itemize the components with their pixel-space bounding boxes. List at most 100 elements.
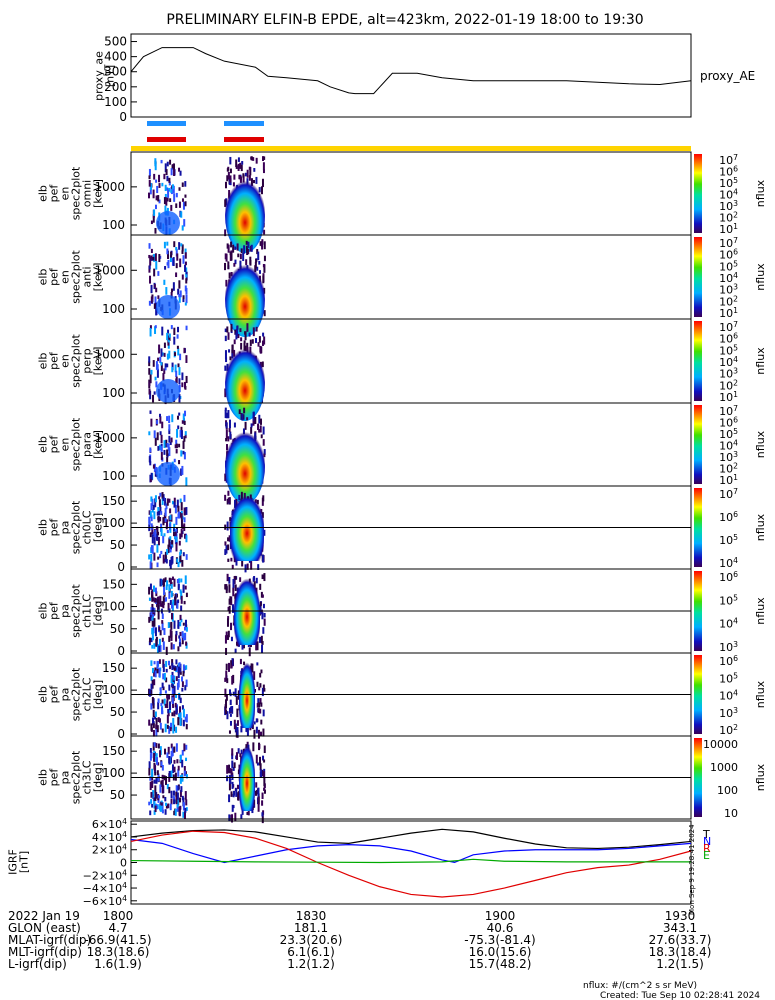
spec-pixel	[225, 670, 228, 680]
spec-pixel	[252, 157, 255, 161]
spec-pixel	[171, 662, 174, 670]
spec-pixel	[169, 562, 172, 570]
ylabel-line: elb	[37, 769, 50, 786]
spec-pixel	[153, 284, 156, 288]
ylabel-line: spec2plot	[70, 667, 83, 721]
spec-pixel	[182, 584, 185, 593]
spec-pixel	[183, 451, 186, 460]
spec-pixel	[164, 184, 167, 192]
spec-pixel	[152, 597, 155, 602]
colorbar-tick-label: 103	[719, 640, 738, 655]
spec-pixel	[153, 661, 156, 665]
colorbar	[694, 154, 702, 233]
spec-pixel	[156, 562, 159, 568]
spec-pixel	[185, 554, 188, 560]
spec-pixel	[178, 384, 181, 393]
spec-pixel	[155, 261, 158, 270]
panel-frame	[130, 151, 692, 236]
xaxis-row-value: 27.6(33.7)	[649, 933, 712, 947]
spec-pixel	[169, 629, 172, 638]
ylabel-line: pa	[59, 688, 72, 702]
xaxis-row-value: -66.9(41.5)	[84, 933, 151, 947]
spec-pixel	[244, 421, 247, 430]
spec-pixel	[230, 768, 233, 777]
spec-pixel	[157, 507, 160, 512]
xaxis-row-label: GLON (east)	[8, 921, 81, 935]
spec-pixel	[184, 252, 187, 259]
spec-pixel	[170, 635, 173, 641]
spec-pixel	[164, 366, 167, 371]
spec-pixel	[168, 333, 171, 338]
spec-pixel	[153, 391, 156, 395]
spec-pixel	[227, 606, 230, 611]
spec-pixel	[155, 381, 158, 388]
spec-pixel	[166, 700, 169, 709]
spec-pixel	[160, 362, 163, 372]
spec-pixel	[263, 771, 266, 778]
panel-tick-label: 0	[117, 727, 125, 741]
spec-pixel	[233, 719, 236, 725]
colorbar-label: nflux	[754, 763, 767, 791]
spec-pixel	[180, 519, 183, 528]
ylabel-line: elb	[37, 353, 50, 370]
spec-pixel	[149, 781, 152, 791]
spec-pixel	[168, 177, 171, 183]
footer-units: nflux: #/(cm^2 s sr MeV)	[583, 981, 697, 991]
spec-pixel	[169, 727, 172, 732]
spec-pixel	[255, 726, 258, 734]
spec-pixel	[158, 496, 161, 500]
spec-pixel	[148, 300, 151, 306]
spec-pixel	[169, 514, 172, 520]
spec-pixel	[167, 708, 170, 714]
spec-pixel	[230, 622, 233, 631]
spec-pixel	[166, 456, 169, 464]
spec-pixel	[235, 159, 238, 168]
colorbar	[694, 571, 702, 651]
spec-pixel	[151, 667, 154, 674]
spec-pixel	[230, 323, 233, 332]
spec-pixel	[175, 706, 178, 715]
spec-pixel	[228, 419, 231, 429]
spec-pixel	[174, 531, 177, 536]
xaxis-row-value: 1.2(1.5)	[656, 957, 704, 971]
spec-pixel	[174, 772, 177, 781]
spec-blob-small	[156, 379, 180, 403]
ylabel-line: elb	[37, 436, 50, 453]
spec-pixel	[180, 595, 183, 604]
spec-pixel	[179, 712, 182, 720]
spec-pixel	[162, 554, 165, 564]
spec-pixel	[151, 534, 154, 544]
spec-pixel	[180, 430, 183, 440]
xaxis-row-value: 1930	[665, 909, 696, 923]
ylabel-line: perp	[81, 348, 94, 373]
spec-pixel	[263, 789, 266, 794]
spec-pixel	[236, 784, 239, 790]
spec-pixel	[153, 750, 156, 755]
spec-pixel	[163, 558, 166, 563]
spec-pixel	[178, 294, 181, 303]
spec-pixel	[168, 447, 171, 457]
spec-pixel	[185, 294, 188, 304]
spec-pixel	[185, 375, 188, 384]
spec-pixel	[228, 794, 231, 803]
spec-pixel	[171, 697, 174, 704]
bar-blue	[224, 121, 264, 126]
spec-pixel	[224, 709, 227, 715]
spec-pixel	[177, 599, 180, 604]
spec-pixel	[255, 258, 258, 263]
spec-pixel	[169, 528, 172, 533]
spec-pixel	[149, 612, 152, 622]
spec-pixel	[248, 332, 251, 337]
spec-pixel	[246, 248, 249, 256]
spec-pixel	[224, 181, 227, 189]
spec-pixel	[183, 347, 186, 354]
spec-pixel	[171, 612, 174, 620]
spec-pixel	[157, 611, 160, 620]
spec-pixel	[151, 509, 154, 513]
spec-pixel	[148, 719, 151, 726]
spec-pixel	[179, 797, 182, 803]
spec-pixel	[228, 349, 231, 353]
spec-pixel	[226, 498, 229, 505]
spec-pixel	[240, 248, 243, 254]
spec-pixel	[150, 676, 153, 681]
